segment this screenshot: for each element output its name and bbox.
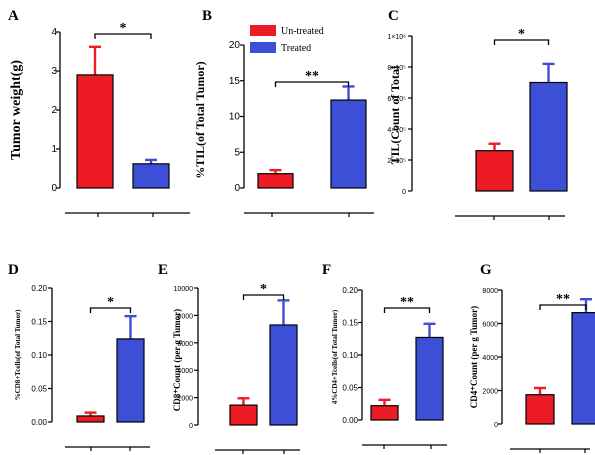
- bar-treated-f: [415, 336, 444, 421]
- significance-label-g: **: [556, 292, 570, 307]
- significance-bracket-g: [539, 304, 587, 310]
- y-tick-label-f: 0.20: [342, 286, 358, 295]
- y-tick-label-a: 0: [51, 183, 57, 194]
- y-tick-label-f: 0.00: [342, 416, 358, 425]
- significance-label-b: **: [305, 69, 319, 84]
- y-tick-label-c: 2×10⁵: [387, 158, 406, 165]
- legend-label-untreated: Un-treated: [281, 26, 324, 37]
- panel-c: C 0 2×10⁵ 4×10⁵ 6×10⁵ 8×10⁵ 1×10⁶ TIL(Count of …: [387, 8, 568, 220]
- panel-letter-d: D: [8, 262, 19, 278]
- significance-bracket-c: [493, 39, 550, 45]
- bar-treated-e: [269, 324, 298, 426]
- bar-treated-a: [132, 163, 170, 189]
- y-axis-label-e: CD8⁺Count (per g Tumor): [172, 309, 182, 411]
- legend: Un-treated Treated: [250, 25, 324, 54]
- bar-treated-c: [529, 81, 568, 192]
- y-axis-label-c: TIL(Count of Total: [388, 65, 402, 164]
- panels: A 0 1 2 3 4 Tumor weight(g) * B 0 5 10 15 20 %TIL(of T…: [8, 8, 595, 454]
- y-tick-label-e: 6000: [177, 341, 193, 348]
- y-axis-label-g: CD4⁺Count (per g Tumor): [469, 306, 479, 408]
- bar-untreated-c: [475, 150, 514, 192]
- legend-label-treated: Treated: [281, 43, 311, 54]
- y-tick-label-c: 0: [402, 189, 406, 196]
- panel-letter-b: B: [202, 8, 212, 24]
- panel-letter-a: A: [8, 8, 19, 24]
- y-tick-label-e: 10000: [174, 286, 194, 293]
- panel-letter-e: E: [158, 262, 168, 278]
- y-tick-label-f: 0.05: [342, 384, 358, 393]
- y-tick-label-b: 10: [229, 112, 241, 123]
- y-tick-label-c: 4×10⁵: [387, 127, 406, 134]
- bar-untreated-f: [370, 405, 399, 421]
- y-tick-label-b: 15: [229, 76, 241, 87]
- legend-swatch-untreated: [250, 25, 276, 36]
- panel-g: G 0 2000 4000 6000 8000 CD4⁺Count (per g Tumor…: [469, 262, 595, 453]
- panel-b: B 0 5 10 15 20 %TIL(of Total Tumor) **: [193, 8, 374, 217]
- bar-treated-d: [116, 338, 145, 423]
- y-tick-label-d: 0.20: [31, 284, 47, 293]
- bar-untreated-g: [525, 394, 555, 425]
- y-tick-label-f: 0.10: [342, 351, 358, 360]
- panel-letter-c: C: [388, 8, 399, 24]
- y-tick-label-a: 4: [51, 27, 57, 38]
- bar-treated-g: [571, 312, 595, 425]
- panel-e: E 0 2000 4000 6000 8000 10000 CD8⁺Count (per g …: [158, 262, 300, 454]
- y-tick-label-g: 4000: [482, 355, 498, 362]
- bar-untreated-b: [257, 173, 294, 189]
- panel-letter-g: G: [480, 262, 492, 278]
- y-tick-label-e: 8000: [177, 313, 193, 320]
- significance-label-f: **: [400, 295, 414, 310]
- y-tick-label-c: 8×10⁵: [387, 65, 406, 72]
- bar-untreated-d: [76, 415, 105, 423]
- bar-untreated-a: [76, 74, 114, 189]
- y-tick-label-g: 2000: [482, 389, 498, 396]
- y-tick-label-c: 1×10⁶: [387, 34, 406, 41]
- y-tick-label-d: 0.15: [31, 318, 47, 327]
- bar-treated-b: [330, 99, 367, 189]
- y-tick-label-c: 6×10⁵: [387, 96, 406, 103]
- panel-letter-f: F: [322, 262, 331, 278]
- significance-label-e: *: [260, 282, 267, 297]
- y-tick-label-d: 0.10: [31, 351, 47, 360]
- y-axis-label-d: %CD8+Tcells(of Total Tumor): [14, 309, 22, 401]
- y-tick-label-g: 8000: [482, 288, 498, 295]
- y-tick-label-b: 20: [229, 40, 241, 51]
- significance-label-c: *: [518, 27, 525, 42]
- y-axis-label-a: Tumor weight(g): [9, 60, 24, 160]
- significance-bracket-b: [274, 81, 350, 87]
- y-tick-label-a: 3: [51, 66, 57, 77]
- significance-bracket-d: [89, 307, 132, 313]
- y-axis-label-f: 4%CD4+Tcells(of Total Tumor): [331, 309, 339, 404]
- significance-bracket-f: [383, 307, 431, 313]
- y-tick-label-f: 0.15: [342, 319, 358, 328]
- panel-d: D 0.00 0.05 0.10 0.15 0.20 %CD8+Tcells(of Tota…: [8, 262, 150, 451]
- y-tick-label-e: 2000: [177, 396, 193, 403]
- y-tick-label-g: 0: [494, 422, 498, 429]
- significance-bracket-e: [242, 294, 285, 300]
- y-tick-label-g: 6000: [482, 322, 498, 329]
- bar-untreated-e: [229, 404, 258, 426]
- y-axis-label-b: %TIL(of Total Tumor): [193, 61, 207, 178]
- y-tick-label-a: 2: [51, 105, 57, 116]
- y-tick-label-b: 5: [234, 147, 240, 158]
- significance-label-d: *: [107, 295, 114, 310]
- y-tick-label-a: 1: [51, 144, 57, 155]
- legend-swatch-treated: [250, 42, 276, 53]
- y-tick-label-e: 0: [189, 423, 193, 430]
- y-tick-label-d: 0.00: [31, 418, 47, 427]
- panel-f: F 0.00 0.05 0.10 0.15 0.20 4%CD4+Tcells(of Tot…: [322, 262, 447, 449]
- significance-label-a: *: [120, 21, 127, 36]
- y-tick-label-b: 0: [234, 183, 240, 194]
- y-tick-label-e: 4000: [177, 368, 193, 375]
- y-tick-label-d: 0.05: [31, 385, 47, 394]
- significance-bracket-a: [94, 33, 152, 39]
- panel-a: A 0 1 2 3 4 Tumor weight(g) *: [8, 8, 190, 217]
